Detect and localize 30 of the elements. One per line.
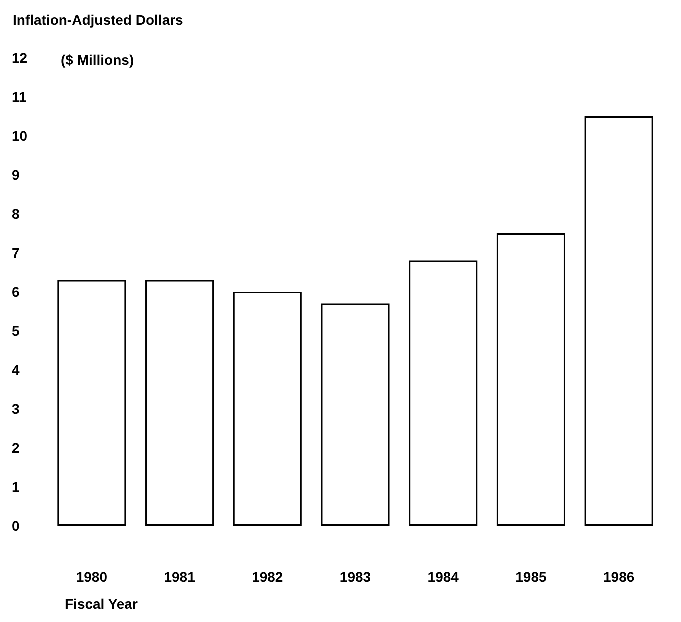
y-tick-label: 8 (12, 206, 20, 222)
x-tick-label: 1980 (76, 569, 108, 585)
bar (58, 280, 126, 526)
bar (496, 234, 566, 526)
chart-title: Inflation-Adjusted Dollars (13, 12, 184, 28)
bar (146, 280, 214, 526)
y-tick-label: 10 (12, 128, 28, 144)
y-tick-label: 0 (12, 518, 20, 534)
bar (321, 304, 390, 526)
y-tick-label: 9 (12, 167, 20, 183)
bar (409, 260, 478, 526)
x-tick-label: 1982 (252, 569, 284, 585)
bar (584, 116, 654, 526)
x-tick-label: 1986 (603, 569, 635, 585)
y-tick-label: 5 (12, 323, 20, 339)
y-tick-label: 1 (12, 479, 20, 495)
bar (233, 292, 302, 526)
x-tick-label: 1984 (428, 569, 460, 585)
x-tick-label: 1981 (164, 569, 196, 585)
y-tick-label: 7 (12, 245, 20, 261)
y-axis-title: ($ Millions) (61, 52, 134, 68)
y-tick-label: 6 (12, 284, 20, 300)
y-tick-label: 4 (12, 362, 20, 378)
y-tick-label: 12 (12, 50, 28, 66)
x-axis-title: Fiscal Year (65, 596, 138, 612)
x-tick-label: 1983 (340, 569, 372, 585)
y-tick-label: 3 (12, 401, 20, 417)
y-tick-label: 2 (12, 440, 20, 456)
x-tick-label: 1985 (516, 569, 547, 585)
y-tick-label: 11 (12, 89, 28, 105)
